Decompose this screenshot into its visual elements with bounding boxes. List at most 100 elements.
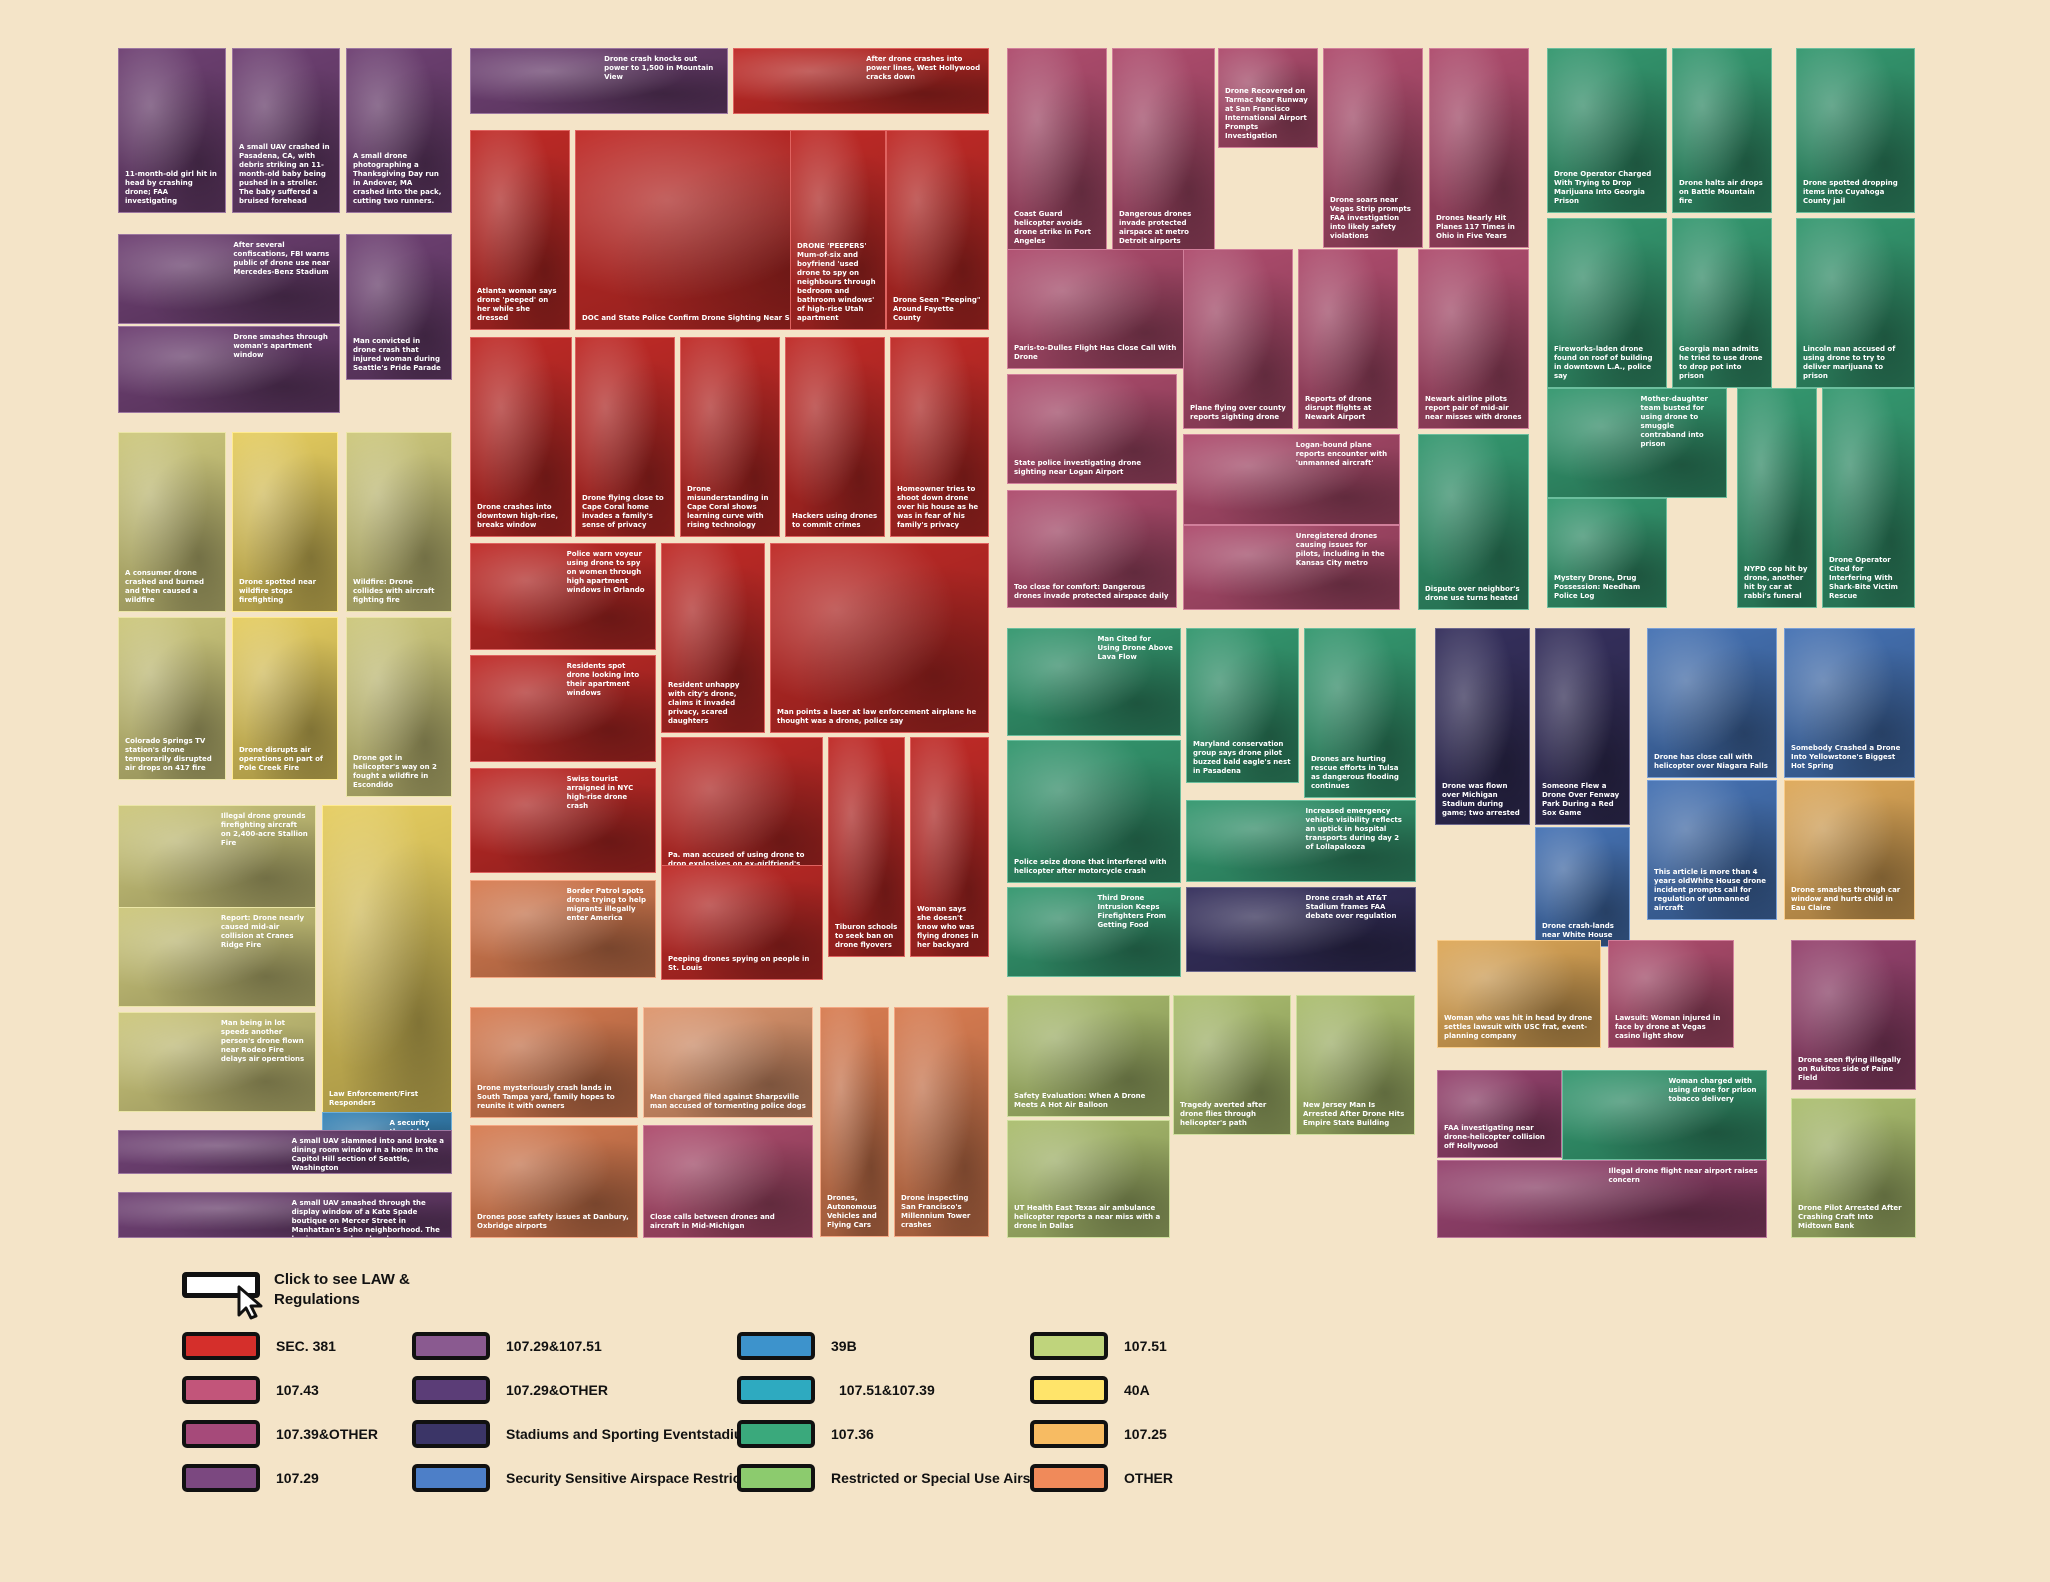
news-tile[interactable]: Dispute over neighbor's drone use turns … [1418,434,1529,610]
news-tile[interactable]: Maryland conservation group says drone p… [1186,628,1299,783]
news-tile[interactable]: After several confiscations, FBI warns p… [118,234,340,324]
news-tile[interactable]: Residents spot drone looking into their … [470,655,656,762]
news-tile[interactable]: UT Health East Texas air ambulance helic… [1007,1120,1170,1238]
news-headline: Newark airline pilots report pair of mid… [1425,395,1522,421]
news-tile[interactable]: Coast Guard helicopter avoids drone stri… [1007,48,1107,253]
news-tile[interactable]: Drone crashes into downtown high-rise, b… [470,337,572,537]
news-tile[interactable]: Someone Flew a Drone Over Fenway Park Du… [1535,628,1630,825]
news-tile[interactable]: A small UAV smashed through the display … [118,1192,452,1238]
news-tile[interactable]: Lawsuit: Woman injured in face by drone … [1608,940,1734,1048]
news-tile[interactable]: Drones, Autonomous Vehicles and Flying C… [820,1007,889,1237]
news-tile[interactable]: Drones Nearly Hit Planes 117 Times in Oh… [1429,48,1529,248]
news-tile[interactable]: New Jersey Man Is Arrested After Drone H… [1296,995,1415,1135]
news-tile[interactable]: Report: Drone nearly caused mid-air coll… [118,907,316,1007]
news-tile[interactable]: Drone soars near Vegas Strip prompts FAA… [1323,48,1423,248]
news-tile[interactable]: Paris-to-Dulles Flight Has Close Call Wi… [1007,249,1192,369]
news-photo [681,338,779,536]
news-tile[interactable]: Close calls between drones and aircraft … [643,1125,813,1238]
news-tile[interactable]: Colorado Springs TV station's drone temp… [118,617,226,780]
news-tile[interactable]: Fireworks-laden drone found on roof of b… [1547,218,1667,388]
news-tile[interactable]: Woman says she doesn't know who was flyi… [910,737,989,957]
news-tile[interactable]: Man convicted in drone crash that injure… [346,234,452,380]
news-tile[interactable]: Lincoln man accused of using drone to tr… [1796,218,1915,388]
news-tile[interactable]: Drone got in helicopter's way on 2 fough… [346,617,452,797]
news-photo [1563,1071,1766,1159]
news-tile[interactable]: Drone misunderstanding in Cape Coral sho… [680,337,780,537]
news-photo [347,618,451,796]
news-tile[interactable]: Drone spotted dropping items into Cuyaho… [1796,48,1915,213]
news-tile[interactable]: A small UAV slammed into and broke a din… [118,1130,452,1174]
news-tile[interactable]: Drone crash at AT&T Stadium frames FAA d… [1186,887,1416,972]
news-tile[interactable]: Mother-daughter team busted for using dr… [1547,388,1727,498]
news-tile[interactable]: Resident unhappy with city's drone, clai… [661,543,765,733]
news-tile[interactable]: Woman who was hit in head by drone settl… [1437,940,1601,1048]
news-tile[interactable]: Illegal drone grounds firefighting aircr… [118,805,316,910]
news-tile[interactable]: Drone halts air drops on Battle Mountain… [1672,48,1772,213]
news-tile[interactable]: Man Cited for Using Drone Above Lava Flo… [1007,628,1181,736]
news-tile[interactable]: Third Drone Intrusion Keeps Firefighters… [1007,887,1181,977]
news-tile[interactable]: A consumer drone crashed and burned and … [118,432,226,612]
news-tile[interactable]: Drone disrupts air operations on part of… [232,617,338,780]
news-tile[interactable]: Drone Pilot Arrested After Crashing Craf… [1791,1098,1916,1238]
news-tile[interactable]: DRONE 'PEEPERS' Mum-of-six and boyfriend… [790,130,886,330]
news-tile[interactable]: Illegal drone flight near airport raises… [1437,1160,1767,1238]
news-tile[interactable]: Law Enforcement/First Responders [322,805,452,1115]
news-tile[interactable]: Drone Recovered on Tarmac Near Runway at… [1218,48,1318,148]
news-tile[interactable]: Police warn voyeur using drone to spy on… [470,543,656,650]
news-tile[interactable]: Newark airline pilots report pair of mid… [1418,249,1529,429]
news-tile[interactable]: Plane flying over county reports sightin… [1183,249,1293,429]
news-tile[interactable]: After drone crashes into power lines, We… [733,48,989,114]
news-tile[interactable]: Drone inspecting San Francisco's Millenn… [894,1007,989,1237]
news-tile[interactable]: Drone crash-lands near White House [1535,827,1630,947]
news-tile[interactable]: Tiburon schools to seek ban on drone fly… [828,737,905,957]
news-tile[interactable]: Drone smashes through car window and hur… [1784,780,1915,920]
news-tile[interactable]: Dangerous drones invade protected airspa… [1112,48,1215,253]
news-tile[interactable]: Drone Operator Charged With Trying to Dr… [1547,48,1667,213]
news-tile[interactable]: Border Patrol spots drone trying to help… [470,880,656,978]
news-tile[interactable]: Unregistered drones causing issues for p… [1183,525,1400,610]
news-tile[interactable]: FAA investigating near drone-helicopter … [1437,1070,1562,1158]
news-tile[interactable]: Atlanta woman says drone 'peeped' on her… [470,130,570,330]
news-headline: Third Drone Intrusion Keeps Firefighters… [1097,894,1167,929]
news-tile[interactable]: Logan-bound plane reports encounter with… [1183,434,1400,525]
news-tile[interactable]: State police investigating drone sightin… [1007,374,1177,484]
news-tile[interactable]: Man charged filed against Sharpsville ma… [643,1007,813,1118]
news-tile[interactable]: Safety Evaluation: When A Drone Meets A … [1007,995,1170,1117]
news-tile[interactable]: Drone flying close to Cape Coral home in… [575,337,675,537]
news-tile[interactable]: Drone mysteriously crash lands in South … [470,1007,638,1118]
news-tile[interactable]: Swiss tourist arraigned in NYC high-rise… [470,768,656,873]
news-tile[interactable]: Drone has close call with helicopter ove… [1647,628,1777,778]
news-tile[interactable]: Homeowner tries to shoot down drone over… [890,337,989,537]
news-tile[interactable]: Reports of drone disrupt flights at Newa… [1298,249,1398,429]
news-tile[interactable]: Hackers using drones to commit crimes [785,337,885,537]
news-tile[interactable]: Woman charged with using drone for priso… [1562,1070,1767,1160]
news-tile[interactable]: Drone seen flying illegally on Rukitos s… [1791,940,1916,1090]
news-tile[interactable]: Georgia man admits he tried to use drone… [1672,218,1772,388]
news-tile[interactable]: Drone crash knocks out power to 1,500 in… [470,48,728,114]
news-tile[interactable]: Wildfire: Drone collides with aircraft f… [346,432,452,612]
news-tile[interactable]: A small drone photographing a Thanksgivi… [346,48,452,213]
news-tile[interactable]: Drones are hurting rescue efforts in Tul… [1304,628,1416,798]
news-tile[interactable]: A small UAV crashed in Pasadena, CA, wit… [232,48,340,213]
news-tile[interactable]: Drone smashes through woman's apartment … [118,326,340,413]
news-tile[interactable]: Drone was flown over Michigan Stadium du… [1435,628,1530,825]
news-tile[interactable]: Peeping drones spying on people in St. L… [661,865,823,980]
news-tile[interactable]: Pa. man accused of using drone to drop e… [661,737,823,885]
news-tile[interactable]: Man points a laser at law enforcement ai… [770,543,989,733]
news-tile[interactable]: Mystery Drone, Drug Possession: Needham … [1547,498,1667,608]
news-tile[interactable]: Drone spotted near wildfire stops firefi… [232,432,338,612]
news-tile[interactable]: Drone Operator Cited for Interfering Wit… [1822,388,1915,608]
news-tile[interactable]: NYPD cop hit by drone, another hit by ca… [1737,388,1817,608]
news-tile[interactable]: Somebody Crashed a Drone Into Yellowston… [1784,628,1915,778]
news-tile[interactable]: Too close for comfort: Dangerous drones … [1007,490,1177,608]
news-tile[interactable]: Increased emergency vehicle visibility r… [1186,800,1416,882]
news-tile[interactable]: Man being in lot speeds another person's… [118,1012,316,1112]
news-photo [119,49,225,212]
news-tile[interactable]: This article is more than 4 years oldWhi… [1647,780,1777,920]
news-tile[interactable]: Police seize drone that interfered with … [1007,740,1181,883]
news-headline: Drone smashes through woman's apartment … [233,333,328,359]
news-tile[interactable]: Drones pose safety issues at Danbury, Ox… [470,1125,638,1238]
news-tile[interactable]: 11-month-old girl hit in head by crashin… [118,48,226,213]
news-tile[interactable]: Drone Seen "Peeping" Around Fayette Coun… [886,130,989,330]
news-tile[interactable]: Tragedy averted after drone flies throug… [1173,995,1291,1135]
